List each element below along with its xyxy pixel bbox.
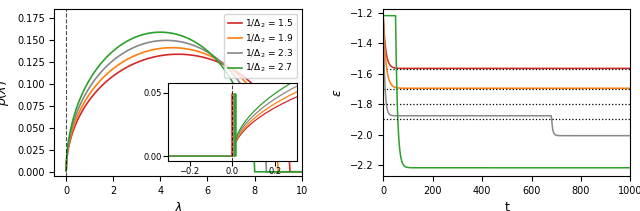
1/$\Delta_2$ = 1.5: [278, 127, 286, 130]
1/$\Delta_2$ = 2.7: [278, 170, 286, 173]
1/$\Delta_2$ = 2.3: [262, 170, 270, 173]
1/$\Delta_2$ = 1.5: [105, 78, 113, 81]
1/$\Delta_2$ = 2.3: [168, 39, 175, 42]
1/$\Delta_2$ = 1.5: [157, 54, 165, 57]
1/$\Delta_2$ = 1.5: [168, 53, 175, 56]
1/$\Delta_2$ = 1.9: [168, 46, 176, 49]
1/$\Delta_2$ = 1.5: [310, 170, 317, 173]
1/$\Delta_2$ = 2.3: [105, 63, 113, 65]
Y-axis label: $\varepsilon$: $\varepsilon$: [332, 89, 344, 97]
1/$\Delta_2$ = 2.3: [278, 170, 286, 173]
1/$\Delta_2$ = 1.9: [90, 86, 98, 89]
1/$\Delta_2$ = 1.9: [278, 170, 286, 173]
1/$\Delta_2$ = 1.5: [286, 170, 294, 173]
1/$\Delta_2$ = 2.3: [305, 170, 312, 173]
1/$\Delta_2$ = 2.7: [156, 31, 164, 33]
1/$\Delta_2$ = 1.9: [275, 170, 282, 173]
1/$\Delta_2$ = 1.9: [305, 170, 312, 173]
1/$\Delta_2$ = 1.9: [157, 47, 165, 50]
1/$\Delta_2$ = 1.5: [305, 170, 312, 173]
1/$\Delta_2$ = 1.9: [310, 170, 317, 173]
1/$\Delta_2$ = 2.7: [310, 170, 317, 173]
1/$\Delta_2$ = 2.3: [163, 39, 170, 42]
Y-axis label: $p(\lambda)$: $p(\lambda)$: [0, 80, 12, 106]
1/$\Delta_2$ = 2.7: [251, 170, 259, 173]
1/$\Delta_2$ = 1.9: [105, 71, 113, 73]
1/$\Delta_2$ = 2.7: [168, 32, 175, 34]
1/$\Delta_2$ = 2.3: [310, 170, 317, 173]
X-axis label: t: t: [504, 202, 509, 211]
1/$\Delta_2$ = 1.9: [62, 170, 70, 172]
Line: 1/$\Delta_2$ = 1.9: 1/$\Delta_2$ = 1.9: [66, 48, 314, 172]
1/$\Delta_2$ = 2.7: [105, 53, 113, 56]
1/$\Delta_2$ = 1.5: [62, 170, 70, 172]
1/$\Delta_2$ = 1.5: [174, 53, 182, 55]
1/$\Delta_2$ = 2.3: [157, 39, 165, 42]
Line: 1/$\Delta_2$ = 2.3: 1/$\Delta_2$ = 2.3: [66, 40, 314, 172]
1/$\Delta_2$ = 2.7: [157, 31, 165, 33]
X-axis label: $\lambda$: $\lambda$: [173, 202, 182, 211]
Line: 1/$\Delta_2$ = 2.7: 1/$\Delta_2$ = 2.7: [66, 32, 314, 172]
1/$\Delta_2$ = 1.9: [168, 46, 175, 49]
Line: 1/$\Delta_2$ = 1.5: 1/$\Delta_2$ = 1.5: [66, 54, 314, 172]
Legend: 1/$\Delta_2$ = 1.5, 1/$\Delta_2$ = 1.9, 1/$\Delta_2$ = 2.3, 1/$\Delta_2$ = 2.7: 1/$\Delta_2$ = 1.5, 1/$\Delta_2$ = 1.9, …: [225, 14, 297, 78]
1/$\Delta_2$ = 2.3: [90, 79, 98, 82]
1/$\Delta_2$ = 2.7: [90, 71, 98, 73]
1/$\Delta_2$ = 2.7: [305, 170, 312, 173]
1/$\Delta_2$ = 2.3: [62, 170, 70, 172]
1/$\Delta_2$ = 2.7: [62, 170, 70, 172]
1/$\Delta_2$ = 1.5: [90, 92, 98, 95]
